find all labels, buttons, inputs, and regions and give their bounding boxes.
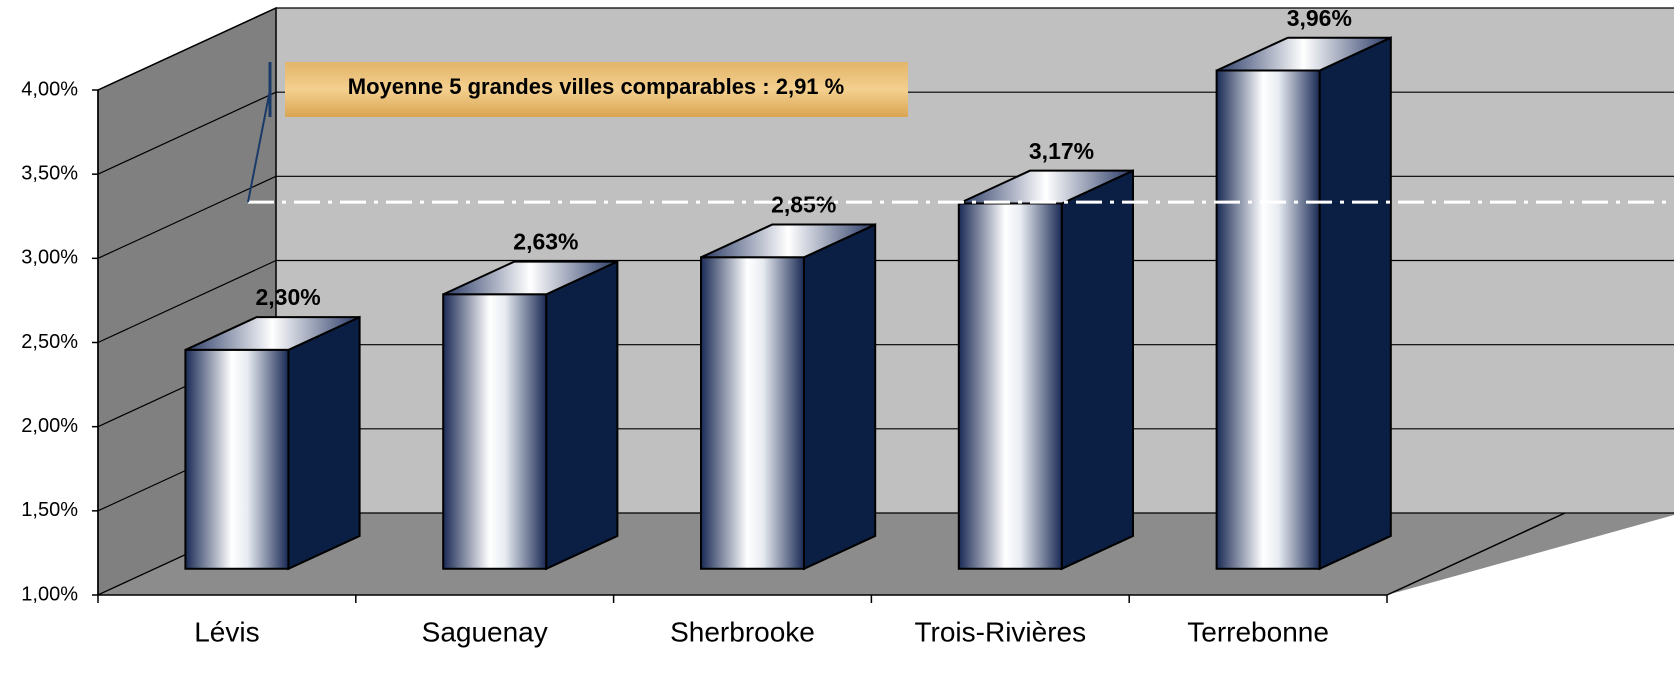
floor-edge — [1386, 512, 1566, 596]
x-tick-label: Trois-Rivières — [914, 616, 1086, 647]
grid-line — [97, 91, 277, 175]
annotation: Moyenne 5 grandes villes comparables : 2… — [348, 74, 844, 99]
y-tick-label: 3,00% — [21, 247, 78, 269]
bar-side — [287, 315, 361, 571]
x-tick-label: Saguenay — [422, 616, 548, 647]
bar-side — [545, 260, 619, 571]
bar — [700, 256, 805, 570]
bars: 2,30% 2,63% 2,85% 3,17% 3,96% — [184, 5, 1392, 571]
y-tick-label: 1,00% — [21, 583, 78, 605]
annotation-group: Moyenne 5 grandes villes comparables : 2… — [247, 62, 1674, 204]
annotation-leader — [247, 89, 271, 203]
bar — [1215, 69, 1321, 570]
bar — [442, 293, 548, 570]
value-label: 3,96% — [1287, 5, 1352, 31]
y-tick-label: 4,00% — [21, 78, 78, 100]
bar-side — [1060, 169, 1134, 571]
bar-side — [1318, 36, 1392, 571]
value-label: 2,63% — [513, 229, 578, 255]
x-tick-label: Sherbrooke — [670, 616, 815, 647]
x-tick-label: Terrebonne — [1187, 616, 1329, 647]
grid-line — [97, 259, 277, 344]
y-tick-label: 1,50% — [21, 499, 78, 521]
y-tick-label: 3,50% — [21, 162, 78, 184]
x-tick-label: Lévis — [194, 616, 259, 647]
grid-line — [97, 7, 277, 91]
value-label: 3,17% — [1029, 138, 1094, 164]
y-tick-label: 2,00% — [21, 415, 78, 437]
bar — [957, 202, 1063, 570]
annotation-box — [285, 62, 908, 117]
grid-line — [97, 175, 277, 259]
bar — [184, 348, 290, 570]
value-label: 2,85% — [771, 192, 836, 218]
bar-side — [803, 222, 877, 571]
y-tick-label: 2,50% — [21, 331, 78, 353]
value-label: 2,30% — [255, 284, 320, 310]
